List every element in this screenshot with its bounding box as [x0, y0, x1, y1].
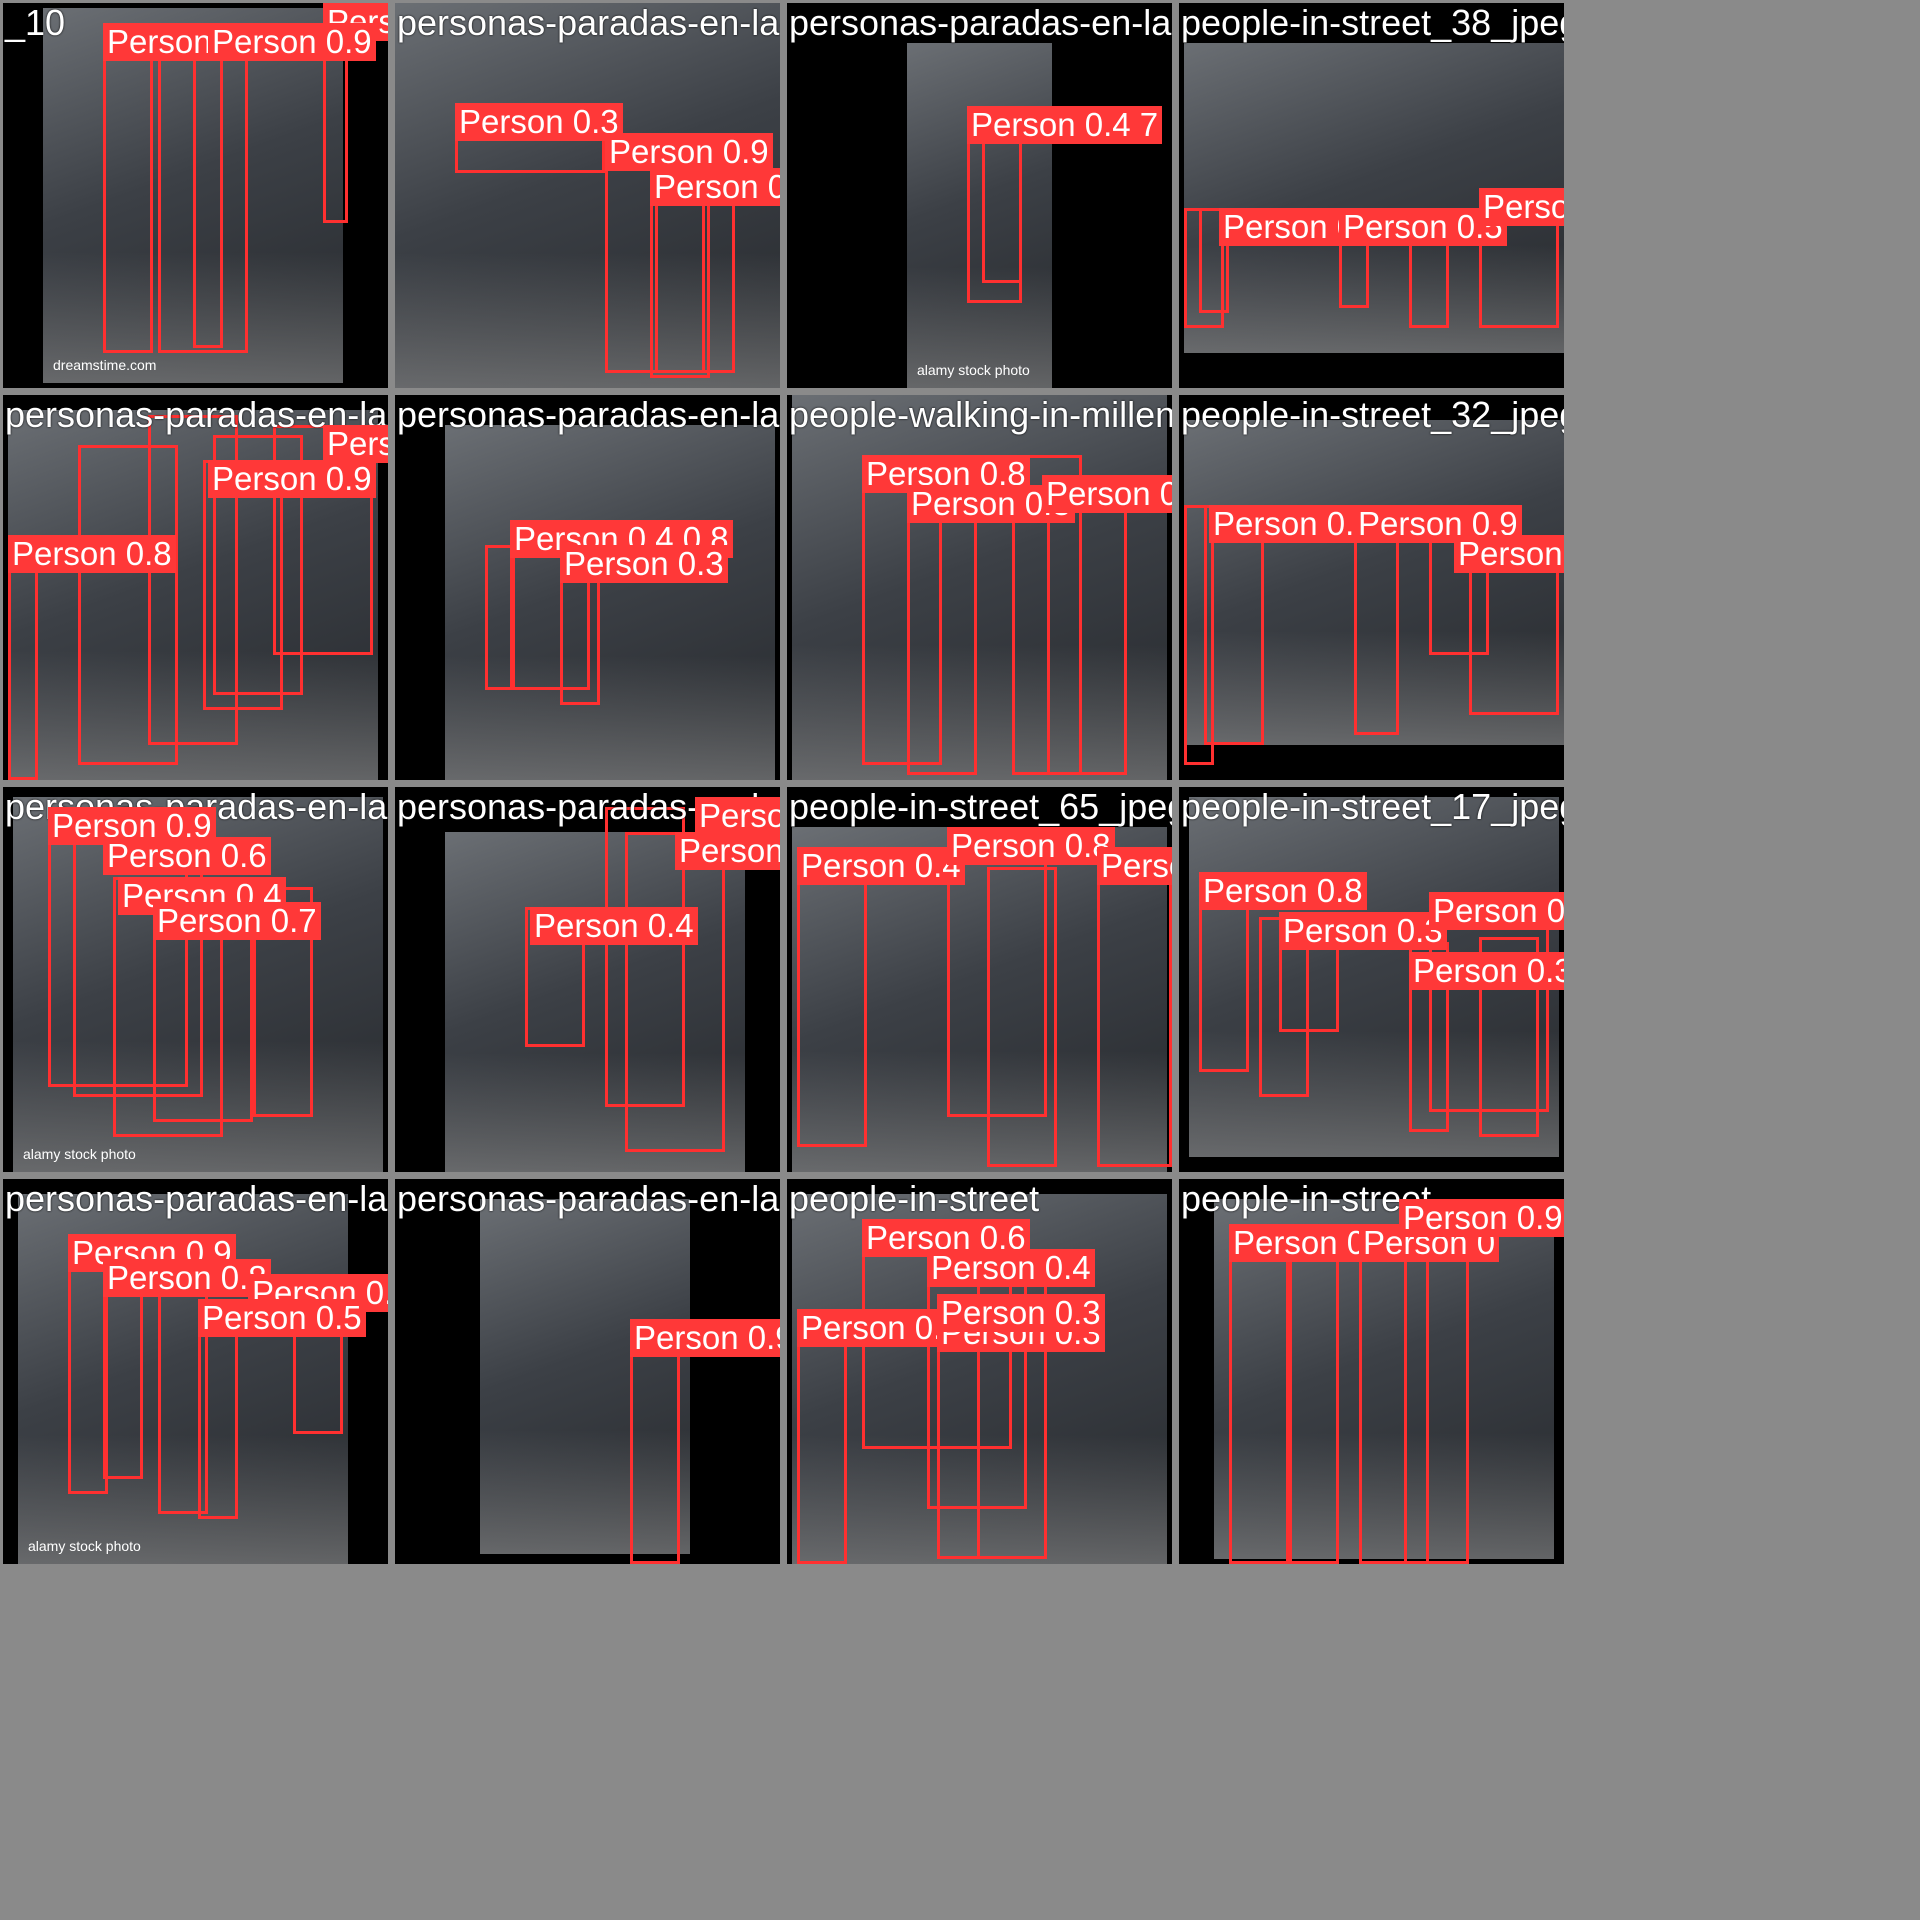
person-confidence-label: Person 0.7 — [675, 832, 780, 870]
detection-tile: people-in-street_17_jpeg_jpgPerson 0.8Pe… — [1179, 787, 1564, 1172]
person-bounding-box — [630, 1339, 680, 1564]
person-confidence-label: Person 0.3 — [560, 545, 728, 583]
person-confidence-label: Person 0.4 — [927, 1249, 1095, 1287]
detection-tile: personas-paradas-en-la-callePerson 0.3Pe… — [395, 3, 780, 388]
person-confidence-label: Person 0.9 — [1209, 505, 1377, 543]
person-confidence-label: Person 0.8 — [8, 535, 176, 573]
person-bounding-box — [1289, 1239, 1339, 1564]
person-confidence-label: Person 0.7 — [323, 425, 388, 463]
detection-tile: alamy stock photo personas-paradas-en-la-… — [787, 3, 1172, 388]
tile-filename: people-in-street — [1181, 1179, 1432, 1219]
tile-filename: people-in-street_32_jpeg_jpg — [1181, 395, 1564, 435]
photo-watermark: dreamstime.com — [53, 357, 157, 373]
person-bounding-box — [1479, 937, 1539, 1137]
person-bounding-box — [907, 485, 977, 775]
detection-tile: people-in-street Person 0.9 Person 0 Person… — [1179, 1179, 1564, 1564]
detection-tile: people-walking-in-millennium-park Person … — [787, 395, 1172, 780]
person-confidence-label: Person 0 — [1479, 188, 1564, 226]
person-confidence-label: Person 0.8 — [103, 1259, 271, 1297]
person-bounding-box — [103, 23, 153, 353]
tile-filename: personas-paradas-en-la-calle — [397, 3, 780, 43]
person-bounding-box — [987, 867, 1057, 1167]
street-photo — [445, 832, 745, 1172]
detection-tile: alamy stock photopersonas-paradas-en-la-… — [3, 787, 388, 1172]
person-confidence-label: Person 0.3 — [937, 1294, 1105, 1332]
person-confidence-label: Person 0.7 — [153, 902, 321, 940]
tile-filename: personas-paradas-en-la-calle — [5, 1179, 388, 1219]
detection-tile: people-in-street_32_jpeg_jpg Person 0.9 Pe… — [1179, 395, 1564, 780]
person-bounding-box — [193, 28, 223, 348]
person-bounding-box — [797, 1309, 847, 1564]
person-confidence-label: Person 0.9 — [630, 1319, 780, 1357]
person-bounding-box — [1229, 1239, 1289, 1564]
detection-tile: people-in-street Person 0.8 Person 0.6 Pers… — [787, 1179, 1172, 1564]
person-confidence-label: Person 0.9 — [605, 133, 773, 171]
detection-tile: personas-paradas-en-la-callePerson 0.4Pe… — [395, 787, 780, 1172]
person-confidence-label: Person 0.4 — [1097, 847, 1172, 885]
street-photo — [395, 3, 780, 388]
person-bounding-box — [605, 807, 685, 1107]
street-photo — [907, 43, 1052, 388]
person-bounding-box — [1047, 485, 1127, 775]
person-confidence-label: Person 0.5 — [198, 1299, 366, 1337]
person-bounding-box — [68, 1234, 108, 1494]
street-photo — [480, 1199, 690, 1554]
detection-tile: personas-paradas-en-la-callePerson 0.4 0… — [395, 395, 780, 780]
person-confidence-label: Person 0.9 — [1429, 892, 1564, 930]
street-photo — [445, 425, 775, 780]
person-confidence-label: Person 0.4 — [797, 847, 965, 885]
person-bounding-box — [1404, 1219, 1469, 1564]
person-confidence-label: Person 0.6 — [103, 837, 271, 875]
person-bounding-box — [485, 545, 515, 690]
detection-tile: personas-paradas-en-la-callePerson 0.8Pe… — [3, 395, 388, 780]
photo-watermark: alamy stock photo — [917, 362, 1030, 378]
person-confidence-label: Person 0.8 — [1199, 872, 1367, 910]
photo-watermark: alamy stock photo — [23, 1146, 136, 1162]
person-bounding-box — [1184, 505, 1214, 765]
person-bounding-box — [1199, 208, 1229, 313]
detection-tile: alamy stock photo personas-paradas-en-la-… — [3, 1179, 388, 1564]
person-confidence-label: Person 0.3 — [1409, 952, 1564, 990]
person-confidence-label: Person 0.9 — [1042, 475, 1172, 513]
person-confidence-label: Person 0.9 — [208, 460, 376, 498]
tile-filename: people-walking-in-millennium-park — [789, 395, 1172, 435]
person-confidence-label: Person 0.9 — [1399, 1199, 1564, 1237]
person-bounding-box — [655, 203, 705, 373]
person-confidence-label: Person 0.3 — [1279, 912, 1447, 950]
tile-filename: people-in-street_65_jpeg_jpg — [789, 787, 1172, 827]
detection-tile: people-in-street_65_jpeg_jpgPerson 0.4Pe… — [787, 787, 1172, 1172]
person-confidence-label: Person 0.4 7 — [967, 106, 1163, 144]
street-photo — [1184, 420, 1564, 745]
tile-filename: people-in-street_38_jpeg_jpg — [1181, 3, 1564, 43]
tile-filename: people-in-street_17_jpeg_jpg — [1181, 787, 1564, 827]
tile-filename: personas-paradas-en-la-calle — [397, 395, 780, 435]
tile-filename: personas-paradas-en-la-calle — [397, 1179, 780, 1219]
person-confidence-label: Person 0 — [1219, 208, 1360, 246]
person-bounding-box — [797, 847, 867, 1147]
person-confidence-label: Person 0.8 — [695, 797, 780, 835]
person-confidence-label: Person 0.5 — [1339, 208, 1507, 246]
tile-filename: personas-paradas-en-la-calle — [789, 3, 1172, 43]
person-confidence-label: Person 0.8 — [797, 1309, 965, 1347]
person-confidence-label: Person 0.4 — [530, 907, 698, 945]
person-confidence-label: Person 0.3 — [455, 103, 623, 141]
photo-watermark: alamy stock photo — [28, 1538, 141, 1554]
person-confidence-label: Person 0.9 — [650, 168, 780, 206]
person-bounding-box — [213, 435, 303, 695]
tile-filename: people-in-street — [789, 1179, 1040, 1219]
person-confidence-label: Person 0.8 — [947, 827, 1115, 865]
person-bounding-box — [78, 445, 178, 765]
person-bounding-box — [1097, 847, 1172, 1167]
tile-filename: _10 — [5, 3, 66, 43]
person-bounding-box — [148, 415, 238, 745]
person-confidence-label: Person 0.9 — [208, 23, 376, 61]
detection-tile: people-in-street_38_jpeg_jpgPerson 0Pers… — [1179, 3, 1564, 388]
detection-tile: personas-paradas-en-la-calle Person 0.9 — [395, 1179, 780, 1564]
person-confidence-label: Person — [1454, 535, 1564, 573]
person-bounding-box — [625, 832, 725, 1152]
